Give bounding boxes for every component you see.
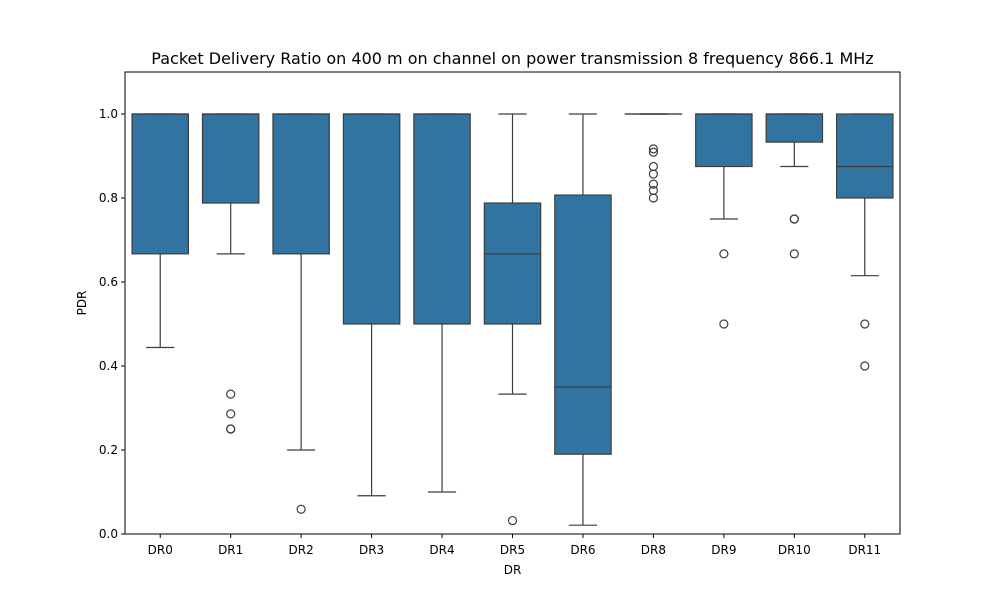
box-dr6 (554, 113, 612, 526)
x-tick-label: DR3 (359, 543, 384, 557)
y-tick-label: 0.0 (99, 527, 118, 541)
outlier-point (719, 319, 729, 329)
box-body (695, 113, 753, 168)
outlier-point (226, 409, 236, 419)
outlier-point (648, 193, 659, 203)
x-tick-label: DR4 (429, 543, 454, 557)
outlier-point (648, 169, 659, 179)
box-dr2 (272, 113, 330, 514)
x-tick-label: DR5 (500, 543, 525, 557)
x-tick-label: DR11 (848, 543, 881, 557)
y-axis-label: PDR (75, 291, 89, 316)
outlier-point (507, 515, 518, 526)
box-dr11 (835, 113, 894, 371)
x-tick-label: DR10 (778, 543, 811, 557)
x-tick-label: DR8 (641, 543, 666, 557)
box-body (131, 113, 190, 255)
y-tick-label: 0.4 (99, 359, 118, 373)
box-dr9 (695, 113, 753, 329)
box-body (272, 113, 330, 255)
boxes (131, 113, 894, 526)
box-dr0 (131, 113, 190, 349)
outlier-point (648, 179, 659, 189)
outlier-point (296, 504, 306, 514)
box-body (835, 113, 894, 199)
x-tick-label: DR6 (570, 543, 595, 557)
x-axis-label: DR (504, 563, 522, 577)
outlier-point (789, 214, 799, 224)
outlier-point (719, 249, 729, 259)
x-ticks: DR0 DR1 DR2 DR3 DR4 DR5 DR6 DR8 DR9 DR10 DR11 (148, 534, 881, 557)
y-tick-label: 0.8 (99, 191, 118, 205)
box-dr4 (413, 113, 471, 493)
box-dr5 (483, 113, 542, 526)
plot-frame (124, 71, 901, 535)
box-body (554, 194, 612, 455)
x-tick-label: DR0 (148, 543, 173, 557)
outlier-point (860, 361, 870, 371)
y-tick-label: 0.2 (99, 443, 118, 457)
outlier-point (226, 424, 236, 434)
outlier-point (226, 389, 236, 399)
box-body (483, 202, 542, 325)
outlier-point (648, 147, 659, 157)
x-tick-label: DR2 (289, 543, 314, 557)
y-tick-label: 1.0 (99, 107, 118, 121)
box-dr3 (342, 113, 401, 497)
y-ticks: 0.0 0.2 0.4 0.6 0.8 1.0 (99, 107, 125, 541)
x-tick-label: DR1 (218, 543, 243, 557)
outlier-point (648, 144, 659, 154)
x-tick-label: DR9 (711, 543, 736, 557)
outlier-point (789, 249, 799, 259)
box-body (201, 113, 260, 204)
outlier-point (860, 319, 870, 329)
box-body (342, 113, 401, 325)
box-dr1 (201, 113, 260, 434)
y-tick-label: 0.6 (99, 275, 118, 289)
chart-title: Packet Delivery Ratio on 400 m on channe… (151, 49, 873, 68)
box-dr10 (765, 113, 824, 259)
box-body (765, 113, 824, 143)
box-dr8 (624, 113, 683, 203)
box-body (413, 113, 471, 325)
